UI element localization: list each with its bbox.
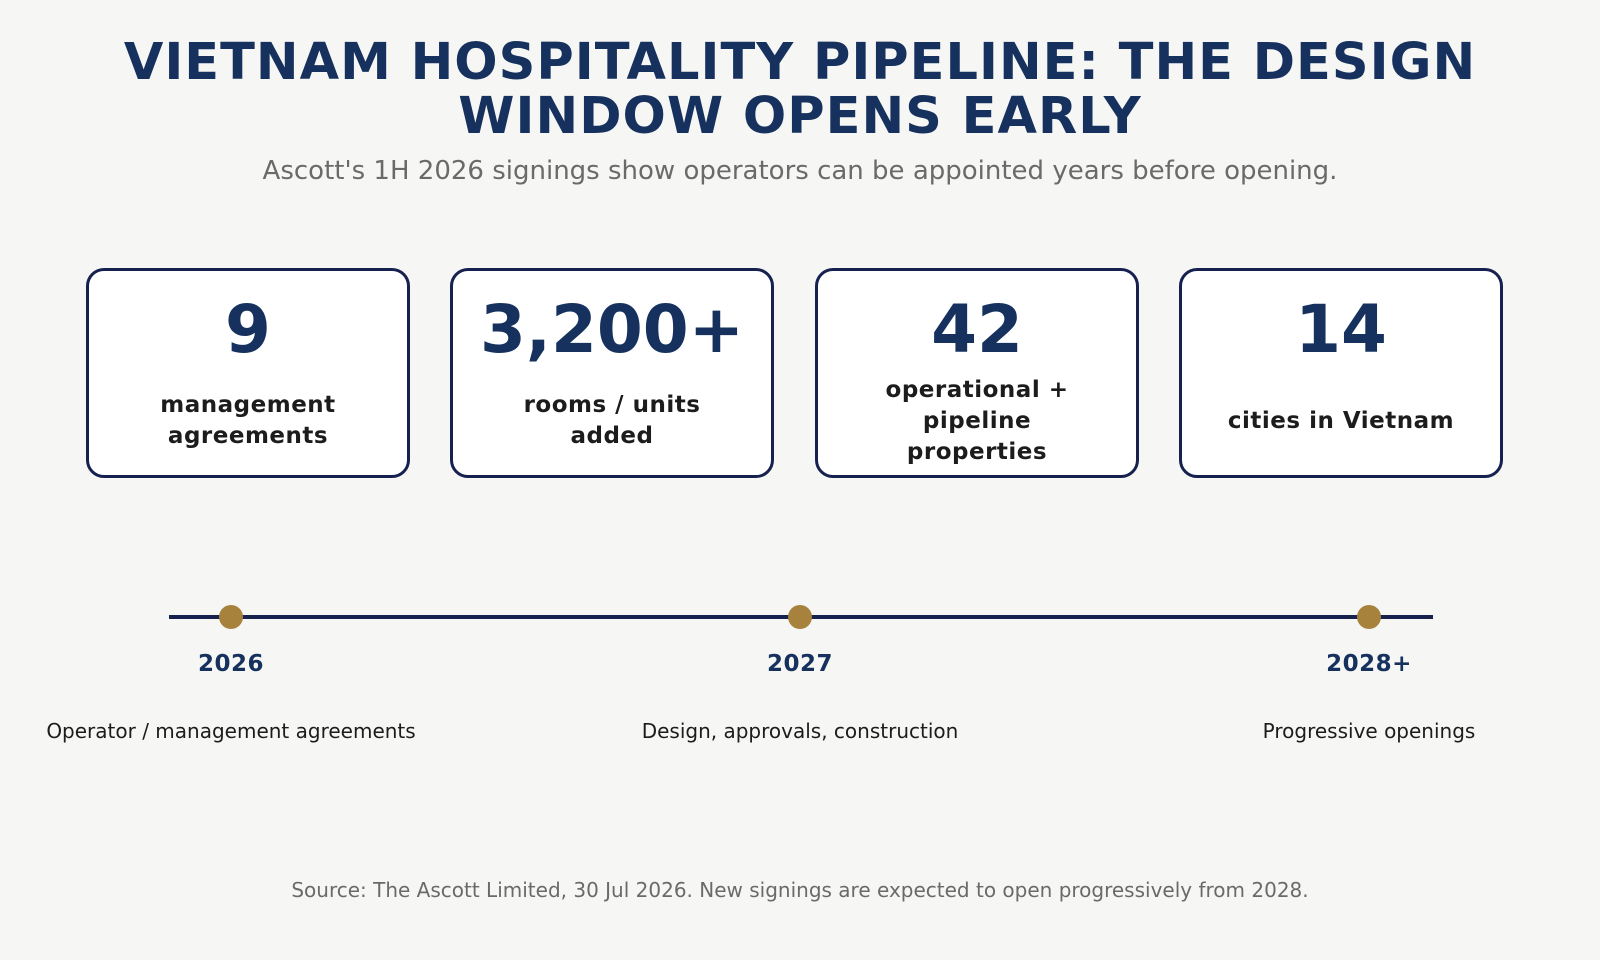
milestone-dot xyxy=(788,605,812,629)
stat-label: management agreements xyxy=(160,392,336,449)
timeline-milestone-2028: 2028+ Progressive openings xyxy=(1169,605,1569,743)
stat-value: 42 xyxy=(931,291,1023,368)
page-title: VIETNAM HOSPITALITY PIPELINE: THE DESIGN… xyxy=(123,33,1477,146)
milestone-description: Operator / management agreements xyxy=(46,719,416,743)
stat-label: operational + pipeline properties xyxy=(885,376,1069,465)
source-note: Source: The Ascott Limited, 30 Jul 2026.… xyxy=(291,878,1309,902)
stat-label: rooms / units added xyxy=(523,392,701,449)
stat-value: 14 xyxy=(1295,291,1387,368)
milestone-year: 2027 xyxy=(766,651,833,677)
milestone-year: 2026 xyxy=(197,651,264,677)
milestone-year: 2028+ xyxy=(1326,651,1412,677)
stat-card-properties: 42 operational + pipeline properties xyxy=(815,268,1139,478)
milestone-description: Design, approvals, construction xyxy=(641,719,959,743)
milestone-dot xyxy=(219,605,243,629)
timeline-milestone-2027: 2027 Design, approvals, construction xyxy=(600,605,1000,743)
stat-card-rooms: 3,200+ rooms / units added xyxy=(450,268,774,478)
milestone-description: Progressive openings xyxy=(1262,719,1476,743)
stat-value: 3,200+ xyxy=(479,291,745,368)
page-subtitle: Ascott's 1H 2026 signings show operators… xyxy=(262,156,1338,186)
stat-label: cities in Vietnam xyxy=(1227,407,1455,434)
stat-value: 9 xyxy=(225,291,271,368)
timeline-milestone-2026: 2026 Operator / management agreements xyxy=(31,605,431,743)
stat-card-cities: 14 cities in Vietnam xyxy=(1179,268,1503,478)
milestone-dot xyxy=(1357,605,1381,629)
stat-card-agreements: 9 management agreements xyxy=(86,268,410,478)
